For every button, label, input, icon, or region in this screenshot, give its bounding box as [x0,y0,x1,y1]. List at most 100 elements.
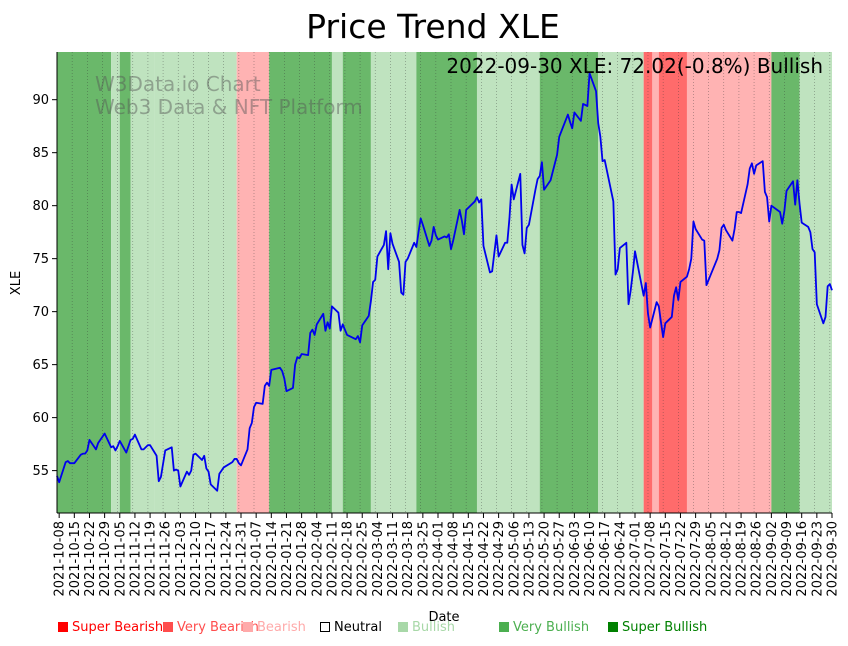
x-tick-label: 2022-05-06 [507,521,522,597]
regime-band-bullish [130,52,155,513]
legend-label: Bullish [412,620,456,635]
chart-title: Price Trend XLE [306,7,560,46]
x-tick-label: 2022-06-24 [613,521,628,597]
y-tick-label: 75 [32,252,49,267]
regime-band-very-bullish [539,52,599,513]
x-tick-label: 2022-02-11 [325,521,340,597]
x-tick-label: 2021-11-26 [159,521,174,597]
plot-area: W3Data.io Chart Web3 Data & NFT Platform… [56,52,833,513]
x-tick-label: 2021-10-08 [53,521,68,597]
y-tick-label: 65 [32,358,49,373]
x-tick-label: 2021-12-03 [174,521,189,597]
x-tick-label: 2022-03-04 [371,521,386,597]
legend-swatch [163,622,173,632]
regime-band-very-bullish [416,52,477,513]
x-tick-label: 2022-04-08 [447,521,462,597]
legend-item-super-bearish: Super Bearish [58,620,163,635]
legend-item-neutral: Neutral [320,620,382,635]
x-tick-label: 2022-02-18 [341,521,356,597]
x-tick-label: 2022-04-15 [462,521,477,597]
y-tick-label: 55 [32,464,49,479]
regime-band-very-bullish [269,52,332,513]
x-tick-label: 2021-10-22 [83,521,98,597]
y-tick-label: 85 [32,146,49,161]
x-tick-label: 2022-06-10 [583,521,598,597]
legend-swatch [499,622,509,632]
x-tick-label: 2022-01-21 [280,521,295,597]
x-tick-label: 2022-07-08 [644,521,659,597]
legend-item-super-bullish: Super Bullish [608,620,707,635]
x-tick-label: 2022-02-25 [356,521,371,597]
x-tick-label: 2022-05-13 [522,521,537,597]
x-tick-label: 2022-01-14 [265,521,280,597]
y-ticks: 55 60 65 70 75 80 85 90 [32,93,57,479]
x-tick-label: 2022-03-18 [401,521,416,597]
legend-item-very-bullish: Very Bullish [499,620,589,635]
x-tick-label: 2021-11-12 [128,521,143,597]
regime-band-very-bullish [57,52,112,513]
x-tick-label: 2022-01-07 [250,521,265,597]
sentiment-legend: Super Bearish Very Bearish Bearish Neutral B… [58,620,838,638]
x-tick-label: 2022-08-12 [719,521,734,597]
x-tick-label: 2021-10-15 [68,521,83,597]
x-tick-label: 2021-11-05 [113,521,128,597]
x-tick-label: 2022-09-02 [765,521,780,597]
y-tick-label: 70 [32,305,49,320]
regime-band-bearish [236,52,270,513]
x-tick-label: 2022-04-22 [477,521,492,597]
x-tick-label: 2022-09-30 [826,521,841,597]
status-readout: 2022-09-30 XLE: 72.02(-0.8%) Bullish [446,54,823,78]
x-tick-label: 2022-08-05 [704,521,719,597]
x-tick-label: 2021-11-19 [144,521,159,597]
x-tick-label: 2022-04-01 [432,521,447,597]
x-tick-label: 2022-06-17 [598,521,613,597]
legend-swatch [608,622,618,632]
x-tick-label: 2022-03-11 [386,521,401,597]
x-tick-label: 2021-12-17 [204,521,219,597]
legend-label: Super Bullish [622,620,708,635]
regime-band-very-bullish [771,52,800,513]
x-axis-label: Date [428,610,459,625]
legend-item-very-bearish: Very Bearish [163,620,259,635]
x-tick-label: 2022-08-19 [735,521,750,597]
x-tick-label: 2022-09-23 [810,521,825,597]
x-tick-label: 2022-09-16 [795,521,810,597]
regime-band-bullish [476,52,540,513]
regime-band-very-bearish [658,52,687,513]
regime-band-bearish [652,52,659,513]
legend-swatch [243,622,253,632]
x-tick-label: 2022-05-20 [538,521,553,597]
x-tick-label: 2022-06-03 [568,521,583,597]
legend-label: Bearish [257,620,306,635]
x-tick-label: 2022-01-28 [295,521,310,597]
regime-band-very-bullish [342,52,371,513]
legend-label: Very Bullish [513,620,590,635]
legend-item-bullish: Bullish [398,620,455,635]
x-tick-label: 2022-05-27 [553,521,568,597]
x-tick-label: 2022-07-29 [689,521,704,597]
x-tick-label: 2022-07-15 [659,521,674,597]
legend-swatch [58,622,68,632]
regime-band-bullish [154,52,237,513]
regime-band-bullish [331,52,343,513]
watermark-line-2: Web3 Data & NFT Platform [95,95,363,119]
regime-band-bullish [598,52,644,513]
regime-band-bullish [370,52,417,513]
x-tick-label: 2021-12-31 [235,521,250,597]
y-tick-label: 80 [32,199,49,214]
regime-band-bullish [111,52,120,513]
regime-band-very-bullish [119,52,131,513]
x-tick-label: 2021-12-10 [189,521,204,597]
y-axis-label: XLE [9,271,24,295]
x-tick-label: 2021-10-29 [98,521,113,597]
y-tick-label: 90 [32,93,49,108]
watermark-line-1: W3Data.io Chart [95,72,261,96]
regime-band-bearish [686,52,772,513]
x-tick-label: 2021-12-24 [219,521,234,597]
xle-price-line [56,72,833,492]
legend-label: Super Bearish [72,620,164,635]
x-tick-label: 2022-07-22 [674,521,689,597]
x-tick-label: 2022-02-04 [310,521,325,597]
